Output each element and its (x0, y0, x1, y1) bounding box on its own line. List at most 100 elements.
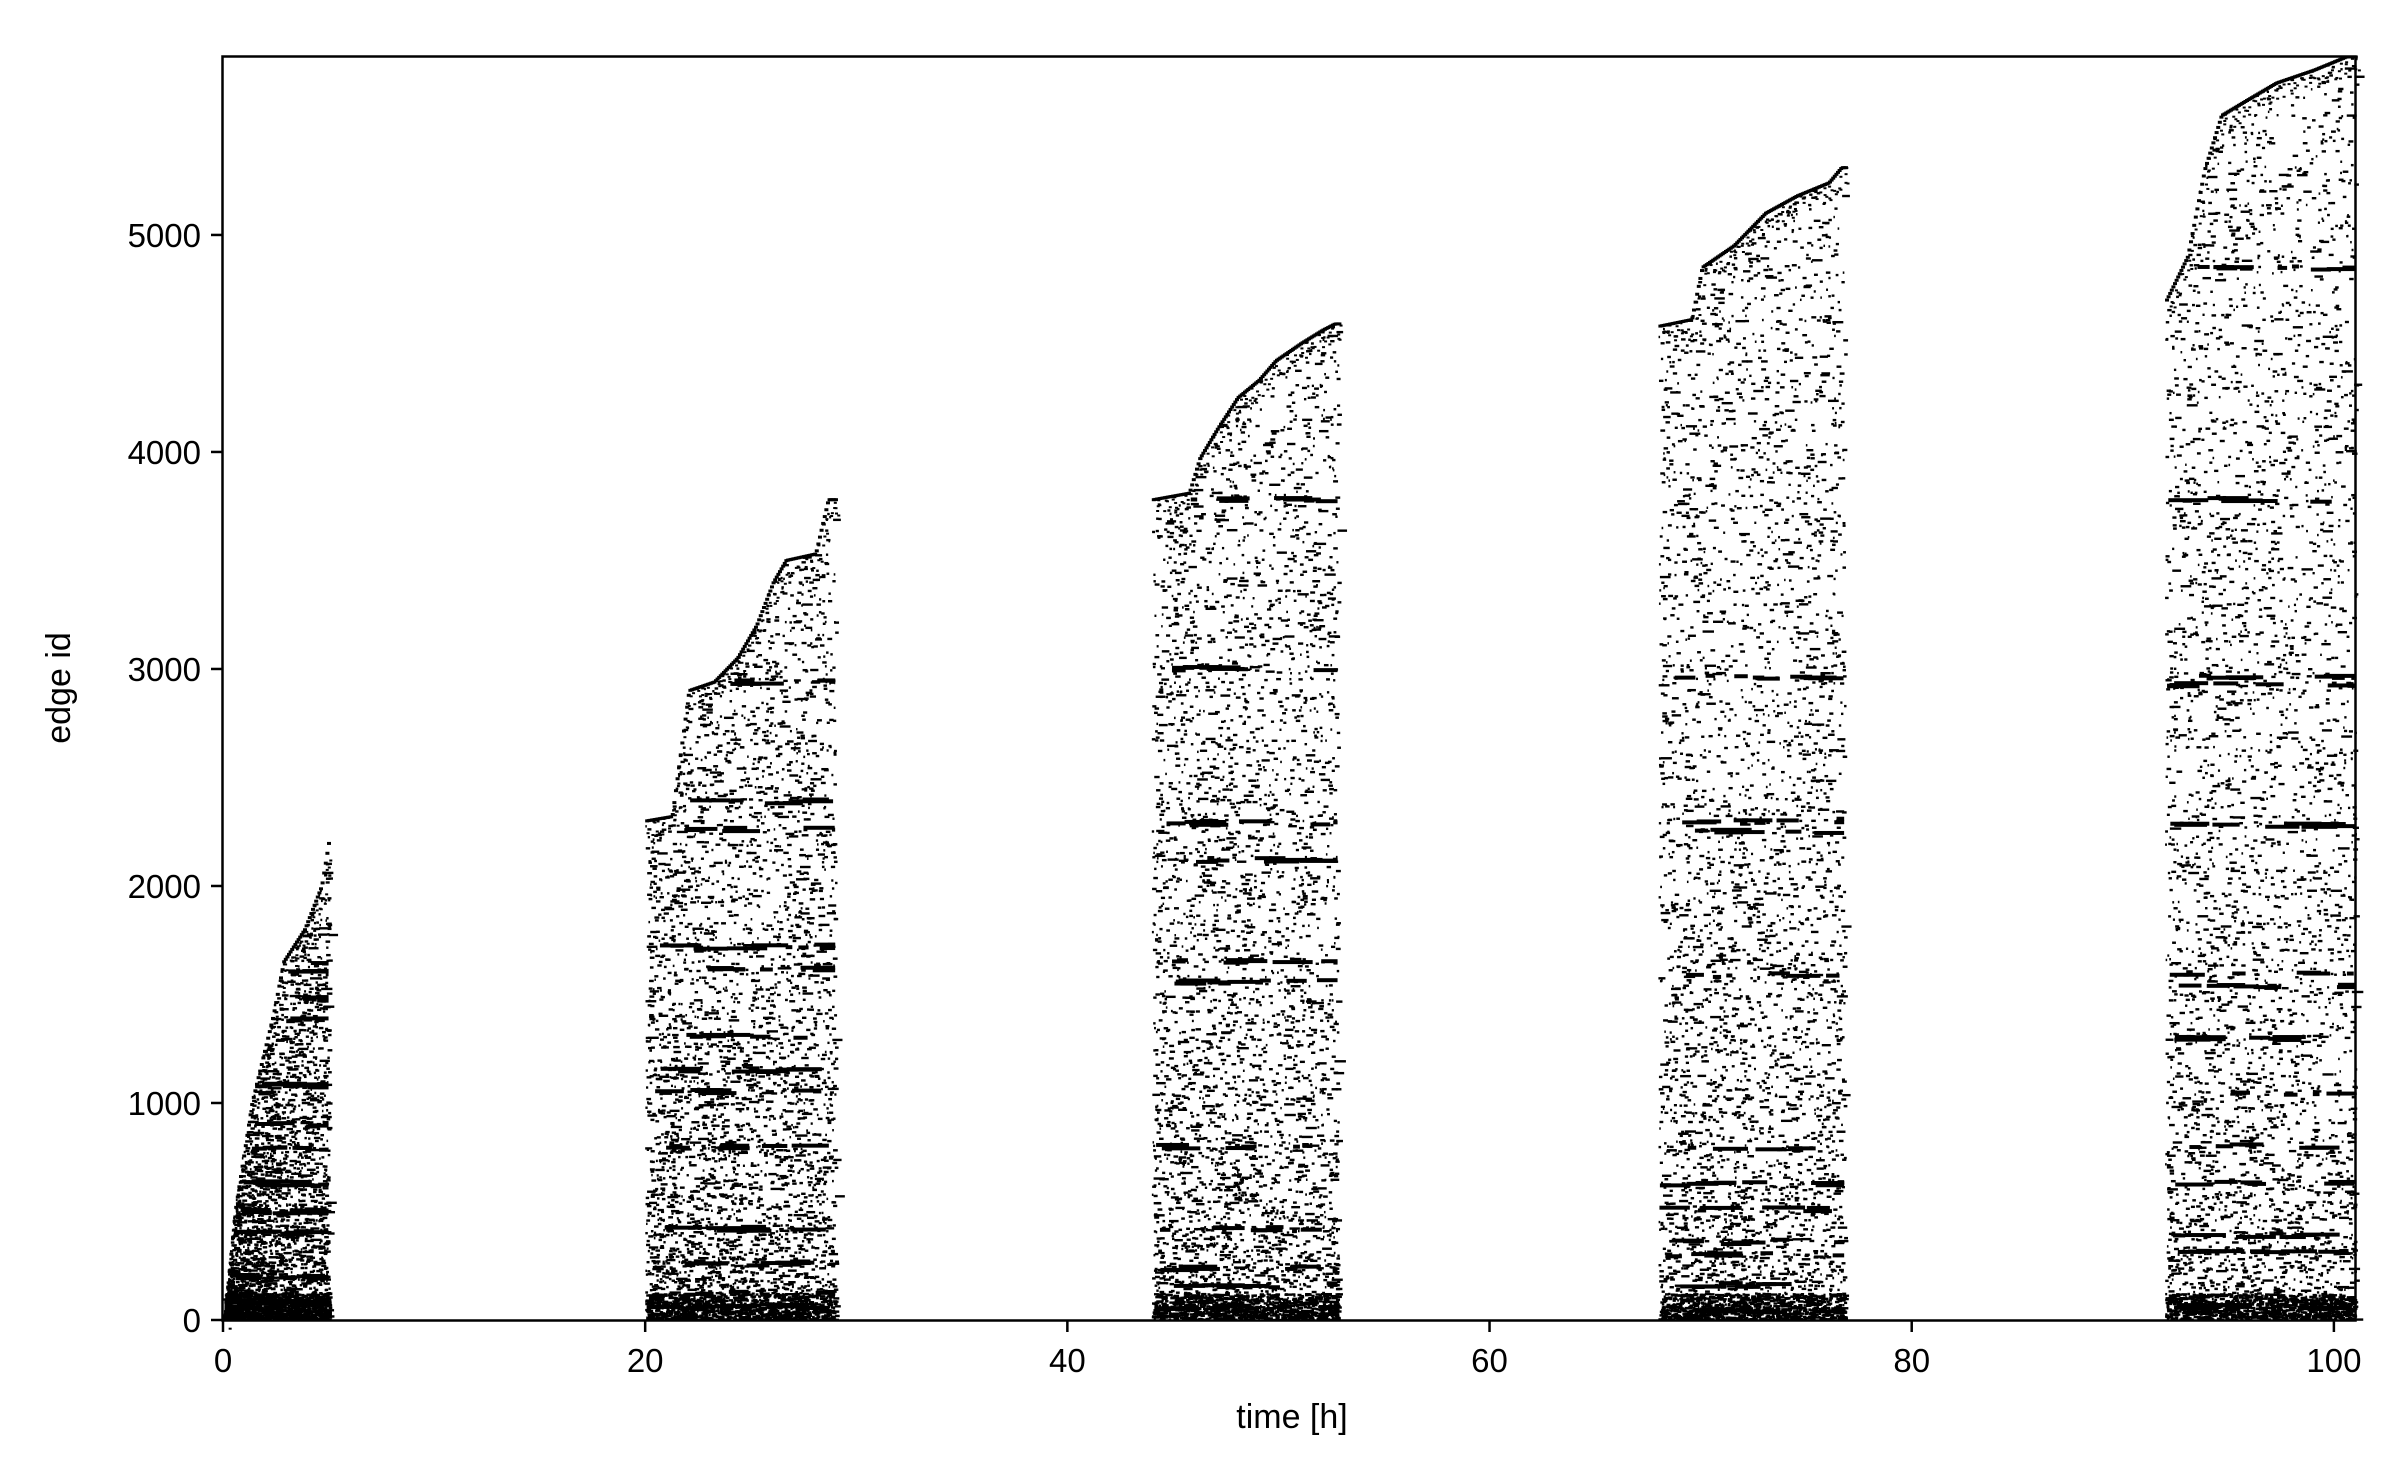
event (807, 854, 813, 858)
event (299, 1051, 304, 1054)
event (274, 1190, 279, 1193)
event (312, 1056, 318, 1059)
event (308, 947, 319, 950)
event (269, 1096, 273, 1099)
event (712, 1118, 717, 1121)
frontier-event (742, 654, 746, 657)
event (314, 1223, 317, 1226)
event (272, 1127, 278, 1130)
event (247, 1297, 258, 1301)
event (245, 1147, 251, 1150)
event (802, 556, 808, 559)
event (246, 1317, 250, 1321)
event (740, 1124, 743, 1128)
event (320, 889, 322, 892)
event (258, 1305, 263, 1308)
event (282, 1270, 285, 1273)
event (292, 1008, 295, 1011)
event (294, 1162, 298, 1165)
event (281, 1209, 286, 1212)
event (796, 752, 798, 755)
event (297, 1304, 303, 1308)
event (810, 778, 822, 781)
event (275, 1105, 280, 1109)
event (272, 1273, 276, 1276)
frontier-event (314, 899, 319, 903)
event (274, 1171, 284, 1174)
frontier-event (765, 597, 770, 601)
event (802, 583, 804, 587)
event (289, 1075, 295, 1078)
event (768, 773, 774, 776)
event (729, 1284, 733, 1288)
event (309, 1031, 315, 1034)
event (265, 1262, 271, 1266)
event (326, 1201, 337, 1205)
event (270, 1160, 276, 1163)
event (247, 1287, 251, 1290)
event (699, 831, 703, 834)
event (786, 1125, 791, 1128)
event (326, 1273, 328, 1276)
event (286, 1251, 292, 1255)
event (277, 997, 282, 1000)
event (292, 1240, 296, 1243)
event (255, 1149, 260, 1152)
event (306, 1042, 312, 1046)
event (688, 969, 693, 973)
event (807, 1164, 813, 1167)
event (291, 1118, 297, 1121)
frontier-event (282, 960, 287, 964)
event (245, 1170, 254, 1174)
frontier-event (327, 866, 331, 869)
event (309, 1270, 314, 1274)
event (278, 1273, 289, 1276)
event (313, 1190, 317, 1194)
event (307, 1008, 311, 1012)
event (323, 1036, 328, 1039)
event (760, 1266, 765, 1270)
event (808, 1316, 812, 1320)
event (290, 1238, 296, 1241)
frontier-event (755, 622, 760, 626)
event (256, 1177, 266, 1180)
frontier-event (280, 968, 285, 972)
event (657, 1286, 663, 1290)
event (723, 1183, 725, 1187)
event (295, 1302, 301, 1305)
event (233, 1301, 240, 1305)
event (308, 1192, 312, 1196)
event (763, 1124, 768, 1128)
event (227, 1279, 231, 1282)
event (300, 1121, 310, 1125)
event (251, 1194, 254, 1197)
event (256, 1133, 260, 1137)
event (775, 616, 780, 619)
event (281, 1255, 284, 1258)
event (249, 1110, 254, 1113)
event (241, 1175, 246, 1178)
event (321, 1098, 325, 1101)
event (698, 805, 703, 808)
event (773, 1117, 776, 1120)
event (288, 1242, 291, 1246)
event (659, 1159, 669, 1162)
frontier-event (837, 514, 841, 517)
event (775, 670, 777, 674)
event (258, 1285, 263, 1289)
event-cluster-2 (645, 498, 845, 1322)
event (299, 1039, 303, 1043)
frontier-event (313, 929, 317, 932)
event (721, 1277, 726, 1280)
event (755, 1006, 760, 1009)
event (678, 754, 683, 758)
event (328, 959, 333, 962)
event (273, 1276, 277, 1279)
event (760, 986, 762, 989)
event (725, 1080, 728, 1083)
persistent-edge-event (312, 1298, 329, 1303)
event (810, 1122, 813, 1125)
event (237, 1302, 243, 1305)
event (231, 1229, 235, 1232)
event (301, 1174, 313, 1177)
